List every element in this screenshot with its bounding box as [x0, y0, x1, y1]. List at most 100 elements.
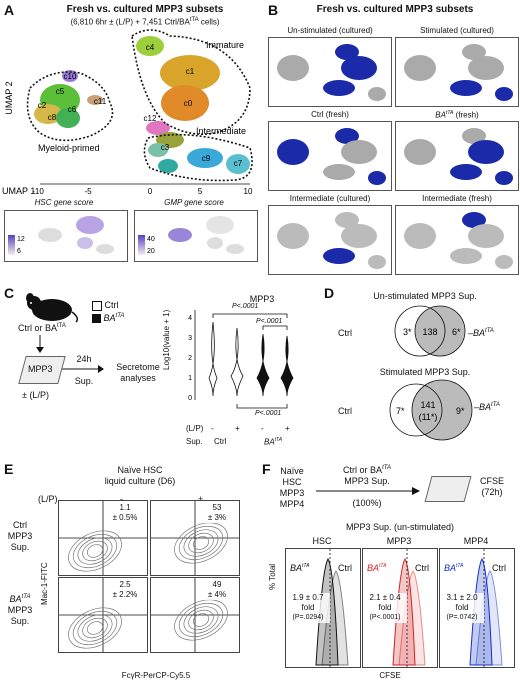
venn2-mid: 141: [420, 400, 435, 410]
cluster-label-c4: c4: [146, 43, 155, 52]
legend-ba: BAtTA: [92, 313, 124, 324]
fold-change: 3.1 ± 2.0 fold (P=.0742): [440, 593, 484, 623]
f-cells: Naïve HSC MPP3 MPP4: [279, 466, 305, 509]
cluster-label-c5: c5: [56, 87, 65, 96]
venn1-title: Un-stimulated MPP3 Sup.: [373, 291, 477, 301]
f-x-axis: CFSE: [379, 671, 401, 680]
y-tick: 1: [188, 375, 192, 382]
f-subtitle: MPP3 Sup. (un-stimulated): [345, 522, 455, 532]
umap-title: Ctrl (fresh): [311, 110, 349, 119]
cluster-label-c7: c7: [234, 159, 243, 168]
umap-mini-map: [395, 205, 519, 275]
venn2-right: 9*: [456, 406, 465, 416]
hsc-score-map: 12 6: [4, 210, 128, 262]
hsc-score-title: HSC gene score: [34, 198, 94, 207]
plate-label: MPP3: [28, 364, 53, 374]
venn-1: 3* 138 6*: [394, 305, 466, 357]
y-tick: 4: [188, 315, 192, 322]
umap-mini-map: [268, 205, 392, 275]
sup-row-label: Sup.: [186, 437, 203, 446]
lp-val: -: [261, 424, 264, 433]
venn2-title: Stimulated MPP3 Sup.: [379, 367, 471, 377]
sup-ba: BAtTA: [264, 437, 283, 447]
lp-val: +: [235, 424, 240, 433]
hsc-tick: 12: [17, 236, 25, 243]
histogram-ctrl-label: Ctrl: [338, 563, 352, 573]
x-tick: -5: [84, 187, 92, 196]
venn2-ctrl: Ctrl: [338, 406, 352, 416]
lp-val: +: [285, 424, 290, 433]
secretome-label: Secretome analyses: [116, 362, 160, 383]
gmp-tick: 40: [147, 236, 155, 243]
umap-mini-map: [395, 121, 519, 191]
y-tick: 3: [188, 335, 192, 342]
region-immature: Immature: [206, 40, 244, 50]
panel-e-label: E: [4, 461, 14, 477]
x-tick: -10: [32, 187, 44, 196]
region-myeloid: Myeloid-primed: [38, 143, 100, 153]
workflow-arrows: [36, 335, 104, 373]
e-lp: (L/P): [38, 494, 58, 504]
violin-plot: 0 1 2 3 4: [188, 310, 294, 409]
cluster-label-c9: c9: [202, 154, 211, 163]
flow-contour-plot: 49 ± 4%: [150, 577, 240, 653]
quadrant-value: 49 ± 4%: [197, 580, 237, 600]
region-intermediate: Intermediate: [196, 126, 246, 136]
f-arrow-bottom: (100%): [352, 498, 382, 508]
f-plate-icon: [424, 476, 472, 502]
umap-mini-map: [395, 37, 519, 107]
mouse-icon: [26, 293, 79, 323]
venn1-mid: 138: [422, 327, 437, 337]
y-tick: 2: [188, 355, 192, 362]
histogram-ba-label: BAtTA: [290, 563, 310, 573]
fold-change: 2.1 ± 0.4 fold (P<.0001): [363, 593, 407, 623]
cfse-histogram: BAtTA Ctrl 2.1 ± 0.4 fold (P<.0001): [362, 548, 438, 668]
f-arrow: [316, 487, 420, 495]
quadrant-value: 53 ± 3%: [197, 503, 237, 523]
umap-title: Stimulated (cultured): [420, 26, 494, 35]
cluster-label-c12: c12: [144, 114, 157, 123]
gmp-score-title: GMP gene score: [164, 198, 224, 207]
f-arrow-top: Ctrl or BAtTA MPP3 Sup.: [343, 465, 391, 486]
e-minus: -: [120, 494, 123, 504]
panel-a-umap: UMAP 2 c0 c1 c2 c3 c4 c5 c6 c7 c8 c9 c10…: [2, 29, 253, 196]
gmp-score-map: 40 20: [134, 210, 258, 262]
f-cfse: CFSE (72h): [479, 476, 504, 497]
e-row1-label: Ctrl MPP3 Sup.: [7, 520, 33, 552]
umap-y-axis-label: UMAP 2: [4, 81, 14, 114]
panel-f-label: F: [262, 461, 271, 477]
panel-a-label: A: [4, 2, 15, 18]
fold-change: 1.9 ± 0.7 fold (P=.0294): [286, 593, 330, 623]
flow-contour-plot: 2.5 ± 2.2%: [58, 577, 148, 653]
panel-c-label: C: [4, 285, 15, 301]
venn1-ba: –BAtTA: [468, 328, 494, 338]
cluster-label-c10: c10: [64, 72, 77, 81]
sup-ctrl: Ctrl: [214, 437, 227, 446]
umap-title: BAtTA (fresh): [435, 110, 479, 120]
flow-contour-plot: 53 ± 3%: [150, 500, 240, 576]
umap-mini-map: [268, 37, 392, 107]
mouse-label: Ctrl or BAtTA: [18, 323, 66, 333]
hsc-tick: 6: [17, 248, 21, 255]
quadrant-value: 1.1 ± 0.5%: [105, 503, 145, 523]
violin-y-axis: Log10(value + 1): [162, 309, 171, 370]
histogram-ctrl-label: Ctrl: [492, 563, 506, 573]
panel-a-subtitle: (6,810 6hr ± (L/P) + 7,451 Ctrl/BAtTA ce…: [70, 17, 220, 27]
e-row2-label: BAtTA MPP3 Sup.: [7, 594, 33, 626]
umap-title: Intermediate (fresh): [422, 194, 492, 203]
cluster-label-c6: c6: [68, 105, 77, 114]
cluster-label-c1: c1: [186, 67, 195, 76]
histogram-title: HSC: [312, 536, 332, 546]
gmp-tick: 20: [147, 248, 155, 255]
x-tick: 5: [198, 187, 203, 196]
panel-b-title: Fresh vs. cultured MPP3 subsets: [316, 4, 474, 15]
lp-row-label: (L/P): [186, 424, 204, 433]
p-value-2: P<.0001: [256, 318, 283, 325]
p-value-3: P<.0001: [255, 410, 282, 417]
venn2-left: 7*: [396, 406, 405, 416]
venn1-ctrl: Ctrl: [338, 328, 352, 338]
cluster-label-c11: c11: [94, 97, 107, 106]
cluster-label-c3: c3: [161, 143, 170, 152]
lp-label: ± (L/P): [22, 390, 49, 400]
venn1-left: 3*: [403, 327, 412, 337]
